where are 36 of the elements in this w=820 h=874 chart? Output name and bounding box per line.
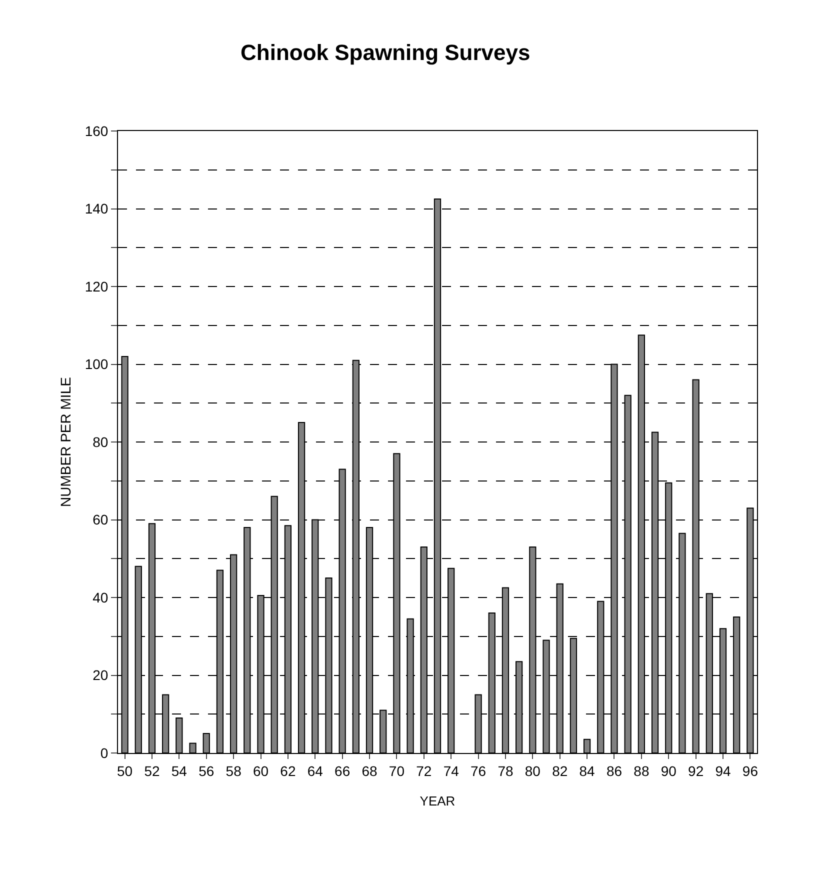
x-tick-label: 92	[688, 762, 704, 779]
x-tick-label: 78	[498, 762, 514, 779]
x-axis-title: YEAR	[420, 793, 456, 808]
x-tick-label: 60	[252, 762, 269, 779]
x-tick-label: 84	[579, 762, 596, 779]
y-tick-label: 40	[92, 589, 108, 606]
y-tick-label: 0	[100, 744, 108, 761]
x-tick-label: 66	[334, 762, 350, 779]
x-tick-label: 52	[144, 762, 160, 779]
y-tick-label: 140	[84, 200, 108, 217]
x-tick-label: 74	[443, 762, 460, 779]
x-tick-label: 82	[552, 762, 568, 779]
x-tick-label: 50	[117, 762, 133, 779]
y-tick-label: 80	[92, 434, 108, 450]
y-axis-title: NUMBER PER MILE	[57, 377, 74, 507]
y-tick-label: 20	[92, 667, 108, 684]
x-tick-label: 76	[470, 762, 486, 779]
chart-title: Chinook Spawning Surveys	[240, 40, 530, 66]
x-tick-label: 70	[388, 762, 405, 779]
x-tick-label: 80	[524, 762, 541, 779]
x-tick-label: 94	[715, 762, 732, 779]
x-tick-label: 86	[606, 762, 622, 779]
y-tick-label: 120	[84, 278, 108, 294]
x-tick-label: 72	[416, 762, 432, 779]
x-tick-label: 88	[634, 762, 650, 779]
x-tick-label: 56	[198, 762, 214, 779]
y-tick-label: 160	[84, 122, 108, 139]
x-tick-label: 96	[742, 762, 758, 779]
x-tick-label: 54	[171, 762, 188, 779]
x-tick-label: 64	[307, 762, 324, 779]
x-tick-label: 62	[280, 762, 296, 779]
y-tick-label: 100	[84, 356, 108, 372]
x-tick-label: 58	[226, 762, 242, 779]
x-tick-label: 90	[660, 762, 677, 779]
y-tick-label: 60	[92, 512, 108, 528]
x-tick-label: 68	[362, 762, 378, 779]
